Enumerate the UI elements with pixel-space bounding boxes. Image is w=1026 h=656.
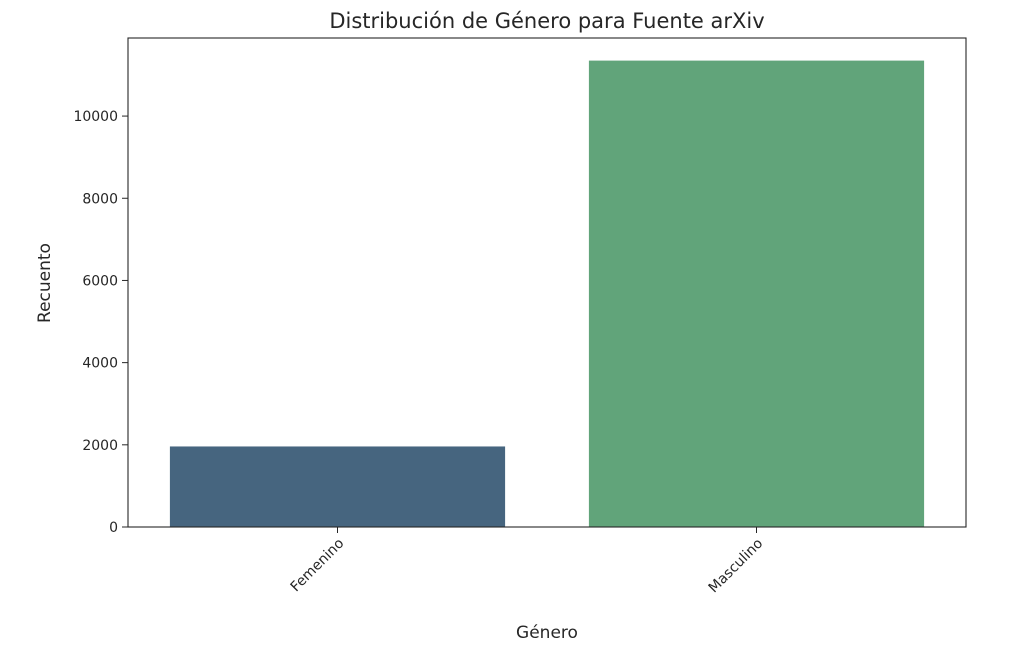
y-tick-label: 2000 [82, 438, 118, 454]
x-tick-label: Masculino [706, 536, 767, 597]
plot-frame [127, 37, 967, 528]
y-tick-label: 8000 [82, 191, 118, 207]
bar-masculino [588, 60, 925, 527]
x-axis-ticks: Femenino Masculino [288, 527, 767, 597]
y-tick-label: 4000 [82, 356, 118, 372]
bars [169, 60, 925, 527]
y-tick-label: 10000 [73, 109, 118, 125]
bar-femenino [169, 446, 506, 527]
x-tick-label: Femenino [288, 536, 348, 596]
y-tick-label: 0 [109, 520, 118, 536]
y-tick-label: 6000 [82, 273, 118, 289]
y-axis-ticks: 0 2000 4000 6000 8000 10000 [73, 109, 128, 536]
y-axis-label: Recuento [35, 243, 55, 323]
chart-title: Distribución de Género para Fuente arXiv [329, 9, 764, 33]
x-axis-label: Género [516, 623, 578, 643]
